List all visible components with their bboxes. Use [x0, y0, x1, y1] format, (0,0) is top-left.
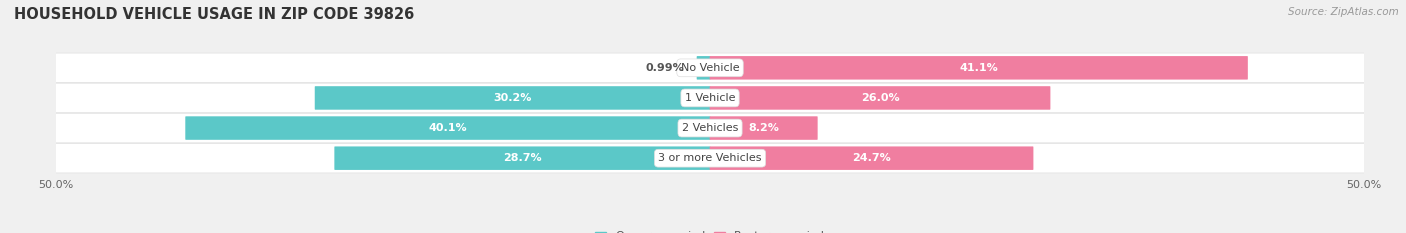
Text: 41.1%: 41.1%: [959, 63, 998, 73]
Text: 1 Vehicle: 1 Vehicle: [685, 93, 735, 103]
FancyBboxPatch shape: [55, 53, 1365, 82]
Text: 26.0%: 26.0%: [860, 93, 900, 103]
Legend: Owner-occupied, Renter-occupied: Owner-occupied, Renter-occupied: [591, 227, 830, 233]
Text: HOUSEHOLD VEHICLE USAGE IN ZIP CODE 39826: HOUSEHOLD VEHICLE USAGE IN ZIP CODE 3982…: [14, 7, 415, 22]
FancyBboxPatch shape: [710, 56, 1249, 80]
Text: 3 or more Vehicles: 3 or more Vehicles: [658, 153, 762, 163]
Text: No Vehicle: No Vehicle: [681, 63, 740, 73]
FancyBboxPatch shape: [710, 116, 818, 140]
FancyBboxPatch shape: [315, 86, 710, 110]
Text: 24.7%: 24.7%: [852, 153, 891, 163]
Text: 30.2%: 30.2%: [494, 93, 531, 103]
Text: 28.7%: 28.7%: [503, 153, 541, 163]
Text: Source: ZipAtlas.com: Source: ZipAtlas.com: [1288, 7, 1399, 17]
FancyBboxPatch shape: [697, 56, 710, 80]
FancyBboxPatch shape: [55, 83, 1365, 113]
FancyBboxPatch shape: [710, 146, 1033, 170]
FancyBboxPatch shape: [186, 116, 710, 140]
FancyBboxPatch shape: [55, 113, 1365, 143]
Text: 40.1%: 40.1%: [429, 123, 467, 133]
FancyBboxPatch shape: [335, 146, 710, 170]
Text: 8.2%: 8.2%: [748, 123, 779, 133]
FancyBboxPatch shape: [710, 86, 1050, 110]
Text: 2 Vehicles: 2 Vehicles: [682, 123, 738, 133]
FancyBboxPatch shape: [55, 144, 1365, 173]
Text: 0.99%: 0.99%: [645, 63, 683, 73]
